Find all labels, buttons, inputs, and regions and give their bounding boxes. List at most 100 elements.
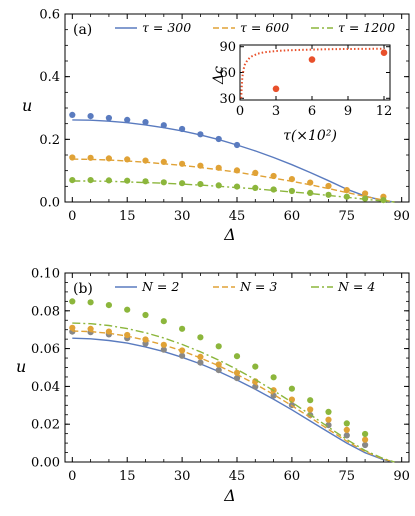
inset-point <box>308 56 316 63</box>
panel-b-series-point-2 <box>343 426 350 433</box>
panel-b-legend-label-1: N = 2 <box>141 279 179 294</box>
panel-a-series-point-2 <box>233 167 241 174</box>
panel-a-series-point-1 <box>215 135 222 143</box>
panel-a-series-point-3 <box>252 184 259 191</box>
panel-a-series-point-2 <box>124 156 131 163</box>
panel-a-series-point-3 <box>179 180 186 187</box>
inset-xtick-label: 9 <box>344 104 352 119</box>
panel-b-series-point-3 <box>325 408 332 415</box>
panel-a-xtick-label: 45 <box>229 209 246 224</box>
panel-b-ytick-label: 0.00 <box>31 456 60 471</box>
panel-b-series-point-2 <box>215 361 222 368</box>
panel-a-series-point-1 <box>124 116 131 123</box>
panel-b-series-point-1 <box>160 346 167 353</box>
panel-b-series-point-3 <box>124 306 131 313</box>
panel-a-series-point-1 <box>69 111 76 118</box>
panel-a-series-point-1 <box>197 131 204 138</box>
panel-b-series-point-2 <box>124 331 131 339</box>
panel-a-xtick-label: 30 <box>174 209 191 224</box>
panel-a-series-point-1 <box>105 114 112 122</box>
panel-b-xlabel: Δ <box>223 486 236 505</box>
panel-b-series-point-1 <box>362 441 369 449</box>
panel-b-xtick-label: 0 <box>68 469 76 484</box>
panel-b-ticks: 0 15 30 45 60 75 90 0.00 0.02 0.04 0.06 0.08 0.10 <box>31 267 410 485</box>
panel-a-series-point-2 <box>362 190 369 197</box>
panel-a-legend-label-3: τ = 1200 <box>338 20 395 35</box>
panel-b-series-point-2 <box>233 369 241 376</box>
panel-a-series-point-1 <box>233 141 241 149</box>
panel-a-series-point-3 <box>215 182 222 189</box>
panel-b-series-point-3 <box>69 298 76 305</box>
panel-a: (a) u Δ 0 15 30 45 60 75 900.00.20.40.6 τ = 30… <box>22 8 410 245</box>
panel-a-series-point-3 <box>270 186 277 193</box>
inset-curve <box>240 47 385 99</box>
panel-b-xtick-label: 30 <box>174 469 191 484</box>
panel-a-series-point-3 <box>124 177 131 184</box>
panel-b-ytick-label: 0.06 <box>31 342 60 357</box>
panel-a-series-point-2 <box>179 160 186 167</box>
panel-a-series-point-3 <box>288 187 295 195</box>
panel-b-series-point-2 <box>179 347 186 354</box>
panel-a-ytick-label: 0.2 <box>39 133 60 148</box>
panel-b-series-line-3 <box>72 322 395 463</box>
panel-b-series-point-1 <box>233 375 241 382</box>
panel-a-series-point-2 <box>325 182 332 190</box>
panel-a-series-point-2 <box>307 179 314 186</box>
panel-b-series-point-3 <box>252 363 259 370</box>
panel-b-series-point-2 <box>307 406 314 413</box>
panel-a-ylabel: u <box>22 96 32 115</box>
panel-a-series-point-2 <box>215 164 222 171</box>
panel-a-series-point-2 <box>288 176 295 183</box>
panel-a-series-point-2 <box>270 172 277 180</box>
panel-b-ylabel: u <box>16 357 26 376</box>
inset-xtick-label: 3 <box>272 104 280 119</box>
panel-a-series-point-3 <box>160 179 167 186</box>
panel-a-series-point-3 <box>142 178 149 185</box>
inset-xtick-label: 6 <box>308 104 316 119</box>
panel-b-xtick-label: 60 <box>284 469 301 484</box>
panel-a-xtick-label: 0 <box>68 209 76 224</box>
panel-b-series <box>69 298 395 463</box>
panel-a-series-point-1 <box>87 113 94 120</box>
inset-ticks: 0 3 6 9 12 30 60 90 <box>219 40 392 119</box>
panel-a-series-point-2 <box>160 158 167 165</box>
panel-b-series-point-2 <box>197 353 204 360</box>
panel-a-xtick-label: 15 <box>119 209 136 224</box>
panel-b: (b) u Δ 0 15 30 45 60 75 90 0.00 0.02 0.04 0.06 0.0… <box>16 267 410 506</box>
panel-b-xtick-label: 45 <box>229 469 246 484</box>
panel-b-xtick-label: 90 <box>393 469 410 484</box>
panel-a-legend-label-1: τ = 300 <box>142 20 191 35</box>
panel-b-series-point-2 <box>69 324 76 331</box>
panel-b-series-point-1 <box>215 367 222 374</box>
panel-a-xtick-label: 75 <box>339 209 356 224</box>
panel-a-xtick-label: 90 <box>393 209 410 224</box>
panel-a-series-point-3 <box>362 195 369 202</box>
panel-b-series-point-3 <box>362 430 369 438</box>
panel-b-series-line-1 <box>72 337 395 463</box>
panel-a-series-point-3 <box>197 181 204 188</box>
panel-a-ytick-label: 0.0 <box>39 196 60 211</box>
panel-b-ytick-label: 0.04 <box>31 380 60 395</box>
panel-b-series-point-3 <box>197 334 204 341</box>
panel-b-series-point-2 <box>142 336 149 343</box>
panel-b-series-point-3 <box>160 318 167 325</box>
inset-point <box>272 85 280 93</box>
panel-a-series-point-3 <box>307 189 314 196</box>
inset-ylabel-text: Δc <box>211 66 227 85</box>
inset-plot: 0 3 6 9 12 30 60 90 Δc τ(×10²) <box>211 40 392 144</box>
panel-a-series-point-2 <box>87 154 94 161</box>
panel-b-series-point-2 <box>105 328 112 335</box>
panel-a-series-point-3 <box>233 183 241 190</box>
inset-xlabel: τ(×10²) <box>283 128 337 144</box>
panel-a-series-point-3 <box>343 193 350 200</box>
panel-b-legend: N = 2 N = 3 N = 4 <box>115 279 375 294</box>
panel-a-series-point-1 <box>160 122 167 129</box>
panel-a-ytick-label: 0.4 <box>39 70 60 85</box>
panel-a-ytick-label: 0.6 <box>39 8 60 23</box>
inset-series <box>240 47 388 99</box>
panel-b-series-point-3 <box>87 299 94 306</box>
panel-b-series-point-1 <box>197 359 204 366</box>
panel-a-series-point-3 <box>69 177 76 184</box>
panel-b-ytick-label: 0.02 <box>31 418 60 433</box>
